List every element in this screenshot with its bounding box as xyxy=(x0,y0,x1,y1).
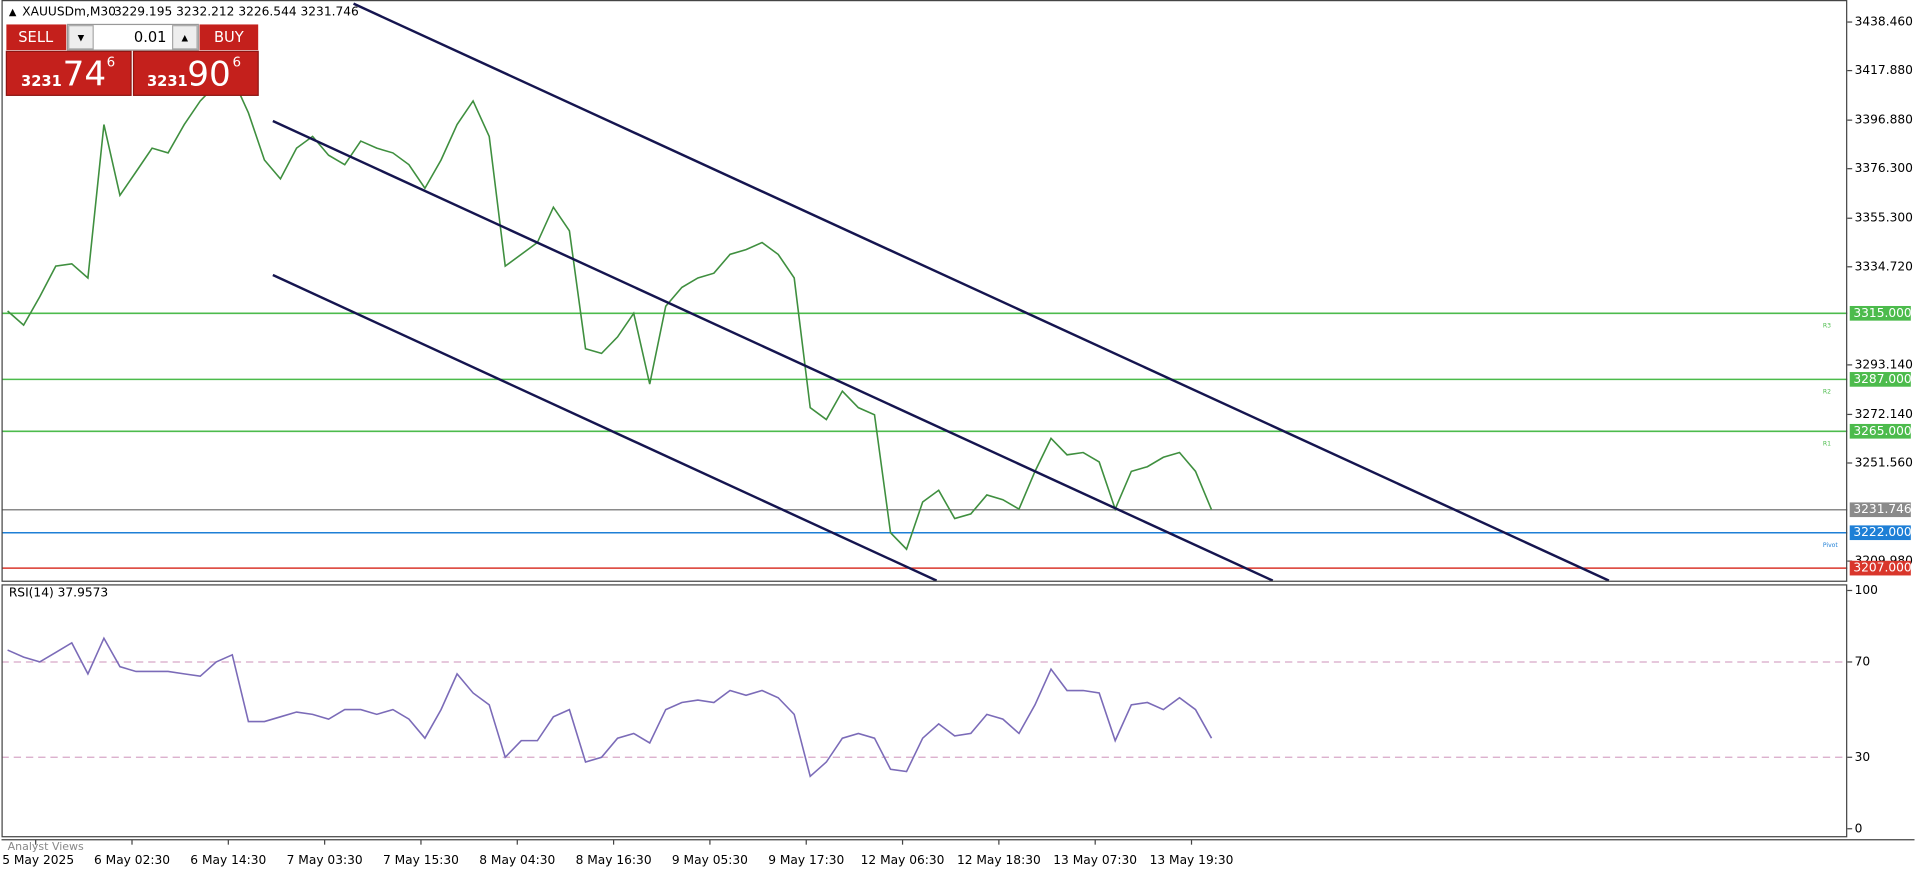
level-label-bg xyxy=(1849,502,1911,518)
y-tick-label: 100 xyxy=(1855,583,1878,597)
down-arrow: ▼ xyxy=(78,33,85,43)
y-tick-label: 3334.720 xyxy=(1855,259,1913,273)
price-frame xyxy=(1,0,1848,582)
sell-label: SELL xyxy=(18,29,54,46)
bid-main: 74 xyxy=(63,54,107,94)
level-label: 3222.000 xyxy=(1853,525,1911,539)
trend-line xyxy=(353,2,1610,582)
y-tick-label: 30 xyxy=(1855,750,1871,764)
bid-box[interactable] xyxy=(5,50,132,96)
ask-small: 6 xyxy=(233,55,242,70)
x-tick-label: 7 May 03:30 xyxy=(287,853,363,867)
y-tick-label: 3272.140 xyxy=(1855,407,1913,421)
collapse-icon[interactable]: ▲ xyxy=(9,7,17,18)
ohlc: 3229.195 3232.212 3226.544 3231.746 xyxy=(114,5,359,19)
x-tick-label: 12 May 06:30 xyxy=(861,853,945,867)
trend-line xyxy=(272,273,938,582)
lot-up[interactable] xyxy=(172,25,198,50)
level-tag: R1 xyxy=(1823,441,1831,448)
y-tick-label: 3417.880 xyxy=(1855,63,1913,77)
buy-label: BUY xyxy=(214,29,244,46)
x-tick-label: 8 May 16:30 xyxy=(576,853,652,867)
x-tick-label: 12 May 18:30 xyxy=(957,853,1041,867)
level-label: 3231.746 xyxy=(1853,502,1911,516)
lot-down[interactable] xyxy=(68,25,94,50)
ask-big: 3231 xyxy=(147,73,188,90)
y-tick-label: 3438.460 xyxy=(1855,15,1913,29)
buy-button[interactable] xyxy=(199,24,259,51)
level-label-bg xyxy=(1849,560,1911,576)
x-tick-label: 6 May 02:30 xyxy=(94,853,170,867)
price-line xyxy=(7,636,1213,778)
y-tick-label: 0 xyxy=(1855,821,1863,835)
x-tick-label: 9 May 05:30 xyxy=(672,853,748,867)
trend-line xyxy=(272,119,1274,582)
ask-main: 90 xyxy=(187,54,231,94)
level-label-bg xyxy=(1849,525,1911,541)
level-label: 3287.000 xyxy=(1853,372,1911,386)
x-tick-label: 5 May 2025 xyxy=(2,853,74,867)
x-tick-label: 6 May 14:30 xyxy=(190,853,266,867)
level-tag: R2 xyxy=(1823,389,1831,396)
sell-button[interactable] xyxy=(6,24,67,51)
rsi-title: RSI(14) 37.9573 xyxy=(9,585,108,599)
rsi-frame xyxy=(1,584,1848,838)
level-tag: R3 xyxy=(1823,323,1831,330)
bid-big: 3231 xyxy=(21,73,62,90)
y-tick-label: 70 xyxy=(1855,654,1871,668)
plot-layer xyxy=(1,76,1848,778)
bid-small: 6 xyxy=(107,55,116,70)
x-tick-label: 13 May 07:30 xyxy=(1053,853,1137,867)
level-label-bg xyxy=(1849,423,1911,439)
y-tick-label: 3396.880 xyxy=(1855,113,1913,127)
level-label: 3315.000 xyxy=(1853,306,1911,320)
one-click-panel: SELL ▼ ▲ 0.01 BUY 3231 74 6 3231 90 6 xyxy=(5,23,259,96)
y-tick-label: 3376.300 xyxy=(1855,161,1913,175)
x-tick-label: 7 May 15:30 xyxy=(383,853,459,867)
level-label: 3207.000 xyxy=(1853,561,1911,575)
up-arrow: ▲ xyxy=(182,33,189,43)
ask-box[interactable] xyxy=(132,50,259,96)
symbol: XAUUSDm,M30 xyxy=(22,5,116,19)
level-label-bg xyxy=(1849,305,1911,321)
level-label: 3265.000 xyxy=(1853,424,1911,438)
lot-value: 0.01 xyxy=(134,29,167,46)
level-tag: Pivot xyxy=(1823,542,1839,549)
y-tick-label: 3251.560 xyxy=(1855,455,1913,469)
y-tick-label: 3293.140 xyxy=(1855,357,1913,371)
level-label-bg xyxy=(1849,372,1911,387)
axes-layer: 3438.460 3417.880 3396.880 3376.300 3355.300… xyxy=(2,15,1913,868)
y-tick-label: 3355.300 xyxy=(1855,211,1913,225)
x-tick-label: 9 May 17:30 xyxy=(768,853,844,867)
tab-label[interactable]: Analyst Views xyxy=(8,840,84,853)
x-tick-label: 8 May 04:30 xyxy=(479,853,555,867)
x-tick-label: 13 May 19:30 xyxy=(1150,853,1234,867)
